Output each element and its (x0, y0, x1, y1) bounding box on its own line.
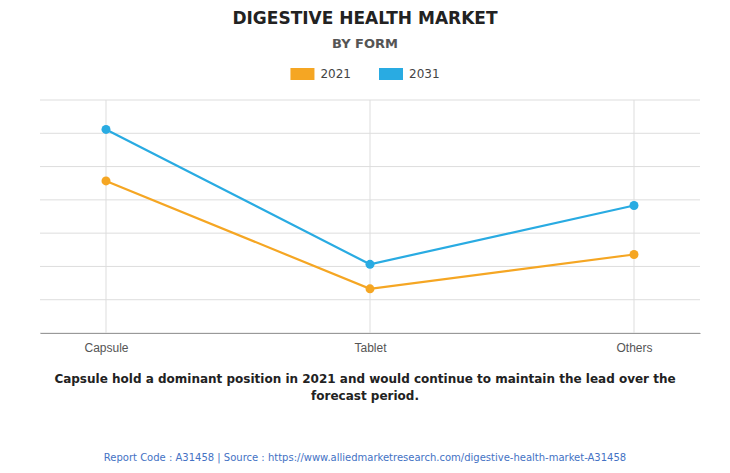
x-grid-line (106, 100, 107, 333)
footer: Report Code : A31458 | Source : https://… (104, 452, 626, 464)
chart: DIGESTIVE HEALTH MARKET BY FORM 2021 2031 Ca… (0, 0, 730, 473)
x-axis-line (41, 333, 701, 334)
x-grid-line (634, 100, 635, 333)
chart-container: DIGESTIVE HEALTH MARKET BY FORM 2021 2031 Ca… (0, 0, 730, 473)
legend-swatch (379, 68, 403, 80)
legend: 2021 2031 (290, 67, 439, 81)
grid (40, 100, 700, 333)
x-grid-line (370, 100, 371, 333)
series-line (106, 129, 634, 264)
plot-area: Capsule Tablet Others (40, 100, 701, 355)
point (630, 201, 639, 210)
x-tick: Tablet (354, 333, 387, 355)
x-tick-label: Capsule (84, 341, 128, 355)
subtitle: BY FORM (332, 36, 398, 51)
legend-item: 2031 (379, 67, 440, 81)
x-tick: Capsule (84, 333, 128, 355)
annotation: Capsule hold a dominant position in 2021… (54, 372, 675, 403)
legend-label: 2031 (409, 67, 440, 81)
point (366, 260, 375, 269)
point (630, 250, 639, 259)
marks (102, 125, 639, 293)
x-axis: Capsule Tablet Others (41, 333, 701, 355)
series-line (106, 181, 634, 289)
legend-label: 2021 (320, 67, 351, 81)
legend-item: 2021 (290, 67, 351, 81)
title: DIGESTIVE HEALTH MARKET (232, 8, 498, 28)
x-tick-label: Others (616, 341, 652, 355)
point (102, 176, 111, 185)
legend-swatch (290, 68, 314, 80)
x-tick-label: Tablet (354, 341, 387, 355)
x-tick: Others (616, 333, 652, 355)
point (102, 125, 111, 134)
point (366, 284, 375, 293)
